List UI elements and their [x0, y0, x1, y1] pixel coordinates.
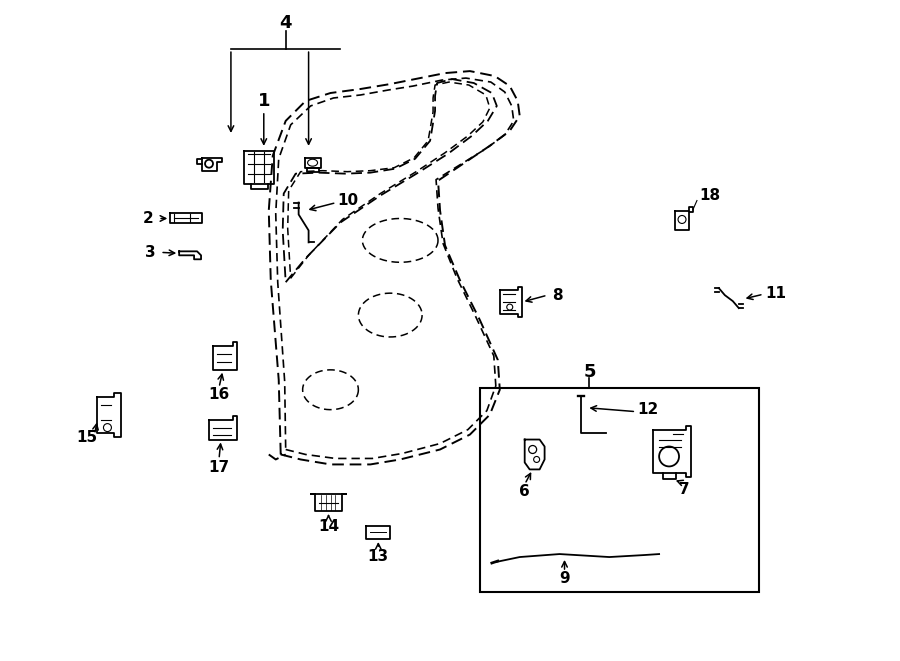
Text: 3: 3 [145, 245, 156, 260]
Text: 17: 17 [209, 460, 230, 475]
Text: 2: 2 [143, 211, 154, 226]
Text: 15: 15 [76, 430, 97, 445]
Text: 8: 8 [553, 288, 562, 303]
Text: 11: 11 [766, 286, 787, 301]
Text: 9: 9 [559, 572, 570, 586]
Bar [480, 388, 759, 592]
Text: 13: 13 [368, 549, 389, 564]
Text: 1: 1 [257, 92, 270, 110]
Text: 16: 16 [208, 387, 230, 403]
Text: 7: 7 [679, 482, 689, 497]
Text: 14: 14 [318, 519, 339, 533]
Text: 18: 18 [699, 188, 720, 203]
Text: 5: 5 [583, 363, 596, 381]
Text: 6: 6 [519, 484, 530, 499]
Text: 12: 12 [637, 402, 659, 417]
Text: 10: 10 [338, 193, 358, 208]
Text: 4: 4 [279, 15, 292, 32]
